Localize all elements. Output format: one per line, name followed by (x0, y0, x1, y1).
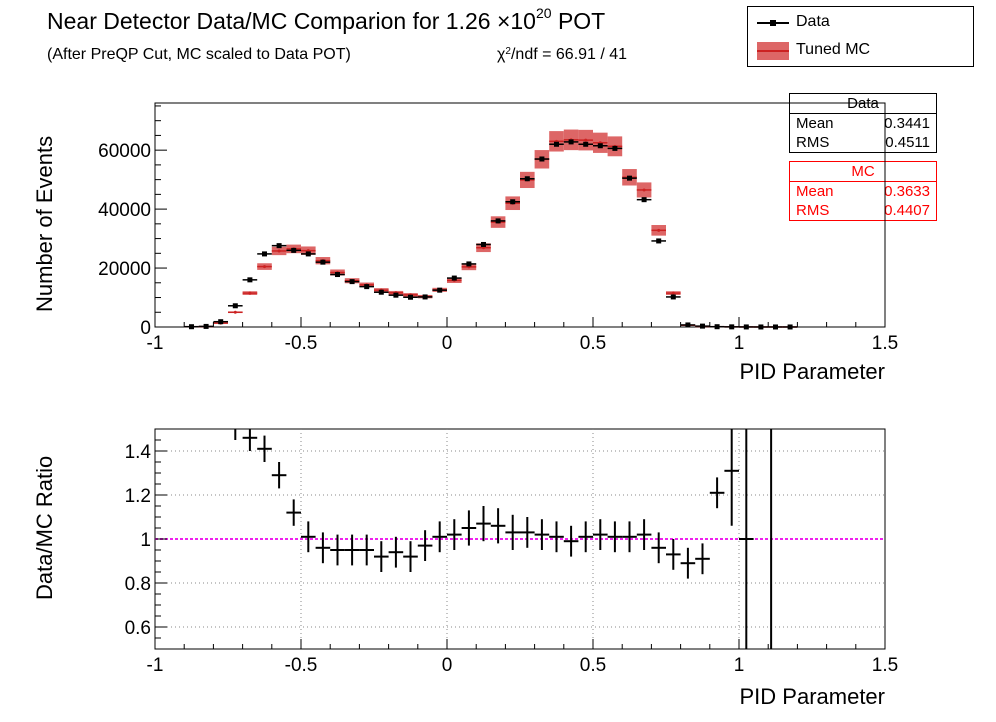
data-point (656, 238, 662, 244)
data-point (510, 199, 516, 205)
data-point (189, 324, 194, 330)
mc-bin-point (248, 291, 252, 295)
stats-mc-title: MC (790, 162, 936, 182)
bottom-x-tick-label: -0.5 (285, 655, 318, 676)
data-point (335, 272, 340, 278)
data-point (232, 303, 238, 309)
data-point (320, 259, 326, 265)
bottom-x-tick-label: 1.5 (872, 655, 898, 676)
data-point (554, 141, 559, 147)
top-x-tick-label: -0.5 (285, 333, 318, 354)
mc-bin-point (657, 228, 661, 232)
data-point (437, 287, 443, 293)
top-x-tick-label: -1 (147, 333, 164, 354)
data-point (612, 145, 618, 151)
mc-bin-point (263, 265, 266, 269)
bottom-y-tick-label: 0.8 (125, 574, 151, 595)
mc-bin-point (642, 188, 646, 192)
data-point (422, 294, 428, 300)
data-marker-icon (757, 20, 789, 26)
data-point (568, 139, 574, 145)
bottom-x-tick-label: 1 (734, 655, 745, 676)
bottom-x-tick-label: 0 (442, 655, 453, 676)
bottom-x-tick-label: -1 (147, 655, 164, 676)
data-point (758, 324, 764, 330)
data-point (743, 324, 749, 330)
mc-bin-point (233, 310, 237, 314)
top-x-tick-label: 1 (734, 333, 745, 354)
data-point (714, 324, 720, 330)
stats-mc-rms: 0.4407 (884, 202, 930, 219)
top-x-tick-label: 0.5 (580, 333, 606, 354)
data-point (597, 143, 603, 149)
data-point (276, 243, 282, 249)
legend: Data Tuned MC (747, 6, 974, 67)
data-point (262, 251, 267, 257)
ratio-plot: -1 -0.5 0 0.5 1 1.5 0.6 0.8 1 1.2 1.4 PID Paramete… (32, 428, 898, 709)
mc-bin-point (277, 249, 281, 253)
data-point (583, 141, 589, 147)
data-point (408, 294, 413, 300)
data-point (495, 218, 501, 224)
data-point (773, 324, 778, 330)
stats-mc-mean-label: Mean (796, 183, 834, 200)
data-point (349, 279, 355, 285)
data-point (539, 156, 545, 162)
data-point (524, 176, 530, 182)
data-point (305, 251, 311, 257)
legend-item-data: Data (748, 9, 973, 37)
chart-title: Near Detector Data/MC Comparion for 1.26… (47, 5, 606, 34)
data-point (291, 247, 297, 253)
data-point (466, 261, 472, 267)
bottom-x-axis-label: PID Parameter (740, 684, 886, 709)
top-x-tick-label: 0 (442, 333, 453, 354)
stats-mc-rms-label: RMS (796, 202, 830, 219)
data-point (393, 292, 399, 298)
data-point (670, 294, 676, 300)
mc-bin-point (584, 138, 588, 142)
stats-data-rms: 0.4511 (885, 134, 930, 151)
data-point (203, 323, 209, 329)
data-point (627, 175, 632, 181)
top-x-axis-label: PID Parameter (740, 359, 886, 380)
chi2-label: χ2/ndf = 66.91 / 41 (497, 46, 628, 63)
top-x-tick-label: 1.5 (872, 333, 898, 354)
top-y-tick-label: 20000 (98, 259, 151, 280)
bottom-y-axis-label: Data/MC Ratio (32, 456, 57, 600)
top-y-axis-label: Number of Events (32, 136, 57, 312)
data-point (451, 275, 457, 281)
data-point (247, 277, 253, 283)
stats-data-rms-label: RMS (796, 134, 830, 151)
top-y-tick-label: 0 (140, 318, 151, 339)
data-point (641, 197, 647, 203)
bottom-y-tick-label: 0.6 (125, 618, 151, 639)
legend-item-mc: Tuned MC (748, 37, 973, 65)
data-point (364, 284, 370, 290)
data-point (700, 323, 705, 329)
mc-bin-point (671, 291, 675, 295)
top-y-tick-label: 40000 (98, 200, 151, 221)
bottom-x-tick-label: 0.5 (580, 655, 606, 676)
histogram-plot: -1 -0.5 0 0.5 1 1.5 0 20000 40000 60000 PID Param… (32, 102, 898, 380)
data-point (218, 319, 224, 325)
top-frame (154, 102, 886, 328)
bottom-y-tick-label: 1.2 (125, 486, 151, 507)
mc-band-icon (757, 42, 789, 60)
data-point (729, 324, 735, 330)
stats-box-mc: MC Mean 0.3633 RMS 0.4407 (789, 161, 937, 221)
stats-data-mean-label: Mean (796, 115, 834, 132)
data-point (685, 322, 691, 328)
data-point (378, 289, 384, 295)
chart-subtitle: (After PreQP Cut, MC scaled to Data POT) (47, 46, 351, 63)
bottom-y-tick-label: 1 (140, 530, 151, 551)
stats-data-mean: 0.3441 (884, 115, 930, 132)
data-point (787, 324, 793, 330)
bottom-y-tick-label: 1.4 (125, 442, 152, 463)
top-y-tick-label: 60000 (98, 141, 151, 162)
data-point (481, 241, 486, 247)
stats-mc-mean: 0.3633 (884, 183, 930, 200)
